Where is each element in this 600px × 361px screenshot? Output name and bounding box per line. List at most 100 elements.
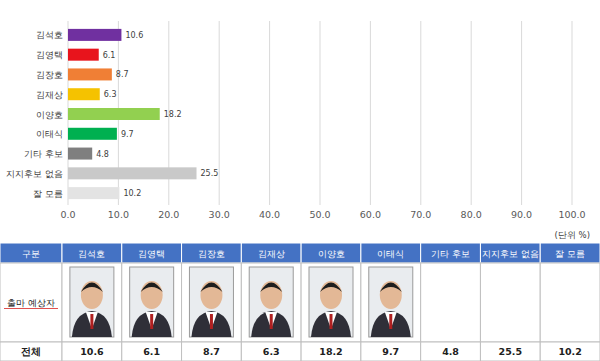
photo-hair [320,283,342,293]
category-label: 김영택 [36,50,63,60]
photo-hair [200,283,222,293]
header-text: 김장호 [198,249,225,259]
photo-cell [0,263,62,342]
photo-face [200,281,222,309]
data-label: 6.3 [104,90,117,99]
total-cell [182,342,242,361]
photo-frame [249,267,293,337]
table-value: 8.7 [203,346,220,357]
row-label: 출마 예상자 [7,298,55,308]
photo-frame [309,267,353,337]
photo-cell [361,263,421,342]
table-value: 6.1 [143,346,160,357]
grid-line [219,21,220,205]
photo-frame [70,267,114,337]
category-label: 이태식 [36,129,63,139]
photo-cell [301,263,361,342]
category-label: 이양호 [36,110,63,120]
x-ticks: 0.010.020.030.040.050.060.070.080.090.01… [60,209,585,220]
total-cell [540,342,600,361]
photo-suit [191,311,231,337]
photo-frame [189,267,233,337]
photo-frame [130,267,174,337]
category-label: 지지후보 없음 [6,169,63,179]
grid-line [320,21,321,205]
header-text: 기타 후보 [431,249,470,259]
bar [68,187,119,199]
header-cell [0,243,62,263]
photo-cell [122,263,182,342]
photo-frame [369,267,413,337]
table-value: 6.3 [263,346,280,357]
table-value: 25.5 [499,346,522,357]
data-label: 18.2 [164,110,182,119]
category-label: 김재상 [36,90,63,100]
photo-hair [141,283,163,293]
header-cell [182,243,242,263]
data-label: 10.6 [125,31,143,40]
photo-face [320,281,342,309]
page: {"chart_data": {"type": "bar", "orientat… [0,0,600,361]
bar [68,148,92,160]
photo-cell [540,263,600,342]
header-cell [122,243,182,263]
total-cell [0,342,62,361]
grid-line [471,21,472,205]
photo-tie [330,314,333,329]
photo-cell [62,263,122,342]
photo-hair [81,283,103,293]
header-cell [540,243,600,263]
grid-line [521,21,522,205]
total-cell [480,342,540,361]
x-tick-label: 90.0 [511,209,532,220]
grid-line [370,21,371,205]
data-label: 4.8 [96,150,109,159]
header-text: 구분 [22,249,40,259]
data-label: 25.5 [201,169,219,178]
photo-face [141,281,163,309]
table-value: 4.8 [442,346,459,357]
photo-hair [380,283,402,293]
row-label: 전체 [21,346,41,357]
category-label: 김석호 [36,30,63,40]
x-tick-label: 20.0 [158,209,179,220]
photo [130,267,174,337]
photo-face [81,281,103,309]
x-tick-label: 40.0 [259,209,280,220]
photo-shirt [86,312,98,329]
photo-suit [251,311,291,337]
x-tick-label: 80.0 [461,209,482,220]
chart-root: 0.010.020.030.040.050.060.070.080.090.01… [0,0,600,361]
x-tick-label: 50.0 [309,209,330,220]
photo-hair [260,283,282,293]
labels: 김석호10.6김영택6.1김장호8.7김재상6.3이양호18.2이태식9.7기타… [6,30,218,198]
total-cell [62,342,122,361]
bar [68,49,99,61]
photo-tie [150,314,153,329]
bars [68,29,197,199]
photo [369,267,413,337]
photo-tie [389,314,392,329]
header-text: 잘 모름 [555,249,585,259]
table-value: 18.2 [319,346,342,357]
header-cell [361,243,421,263]
photo-cell [182,263,242,342]
total-cell [122,342,182,361]
photo-face [380,281,402,309]
photo-suit [72,311,112,337]
x-tick-label: 30.0 [209,209,230,220]
total-cell [301,342,361,361]
grid-line [420,21,421,205]
photo-tie [270,314,273,329]
header-cell [421,243,481,263]
table: 구분김석호김영택김장호김재상이양호이태식기타 후보지지후보 없음잘 모름출마 예… [0,243,600,361]
photo-cell [421,263,481,342]
photo-shirt [385,312,397,329]
header-text: 김석호 [78,249,105,259]
bar [68,128,117,140]
photo-shirt [205,312,217,329]
data-label: 6.1 [103,51,116,60]
bar [68,167,197,179]
photo-tie [210,314,213,329]
grid-line [269,21,270,205]
